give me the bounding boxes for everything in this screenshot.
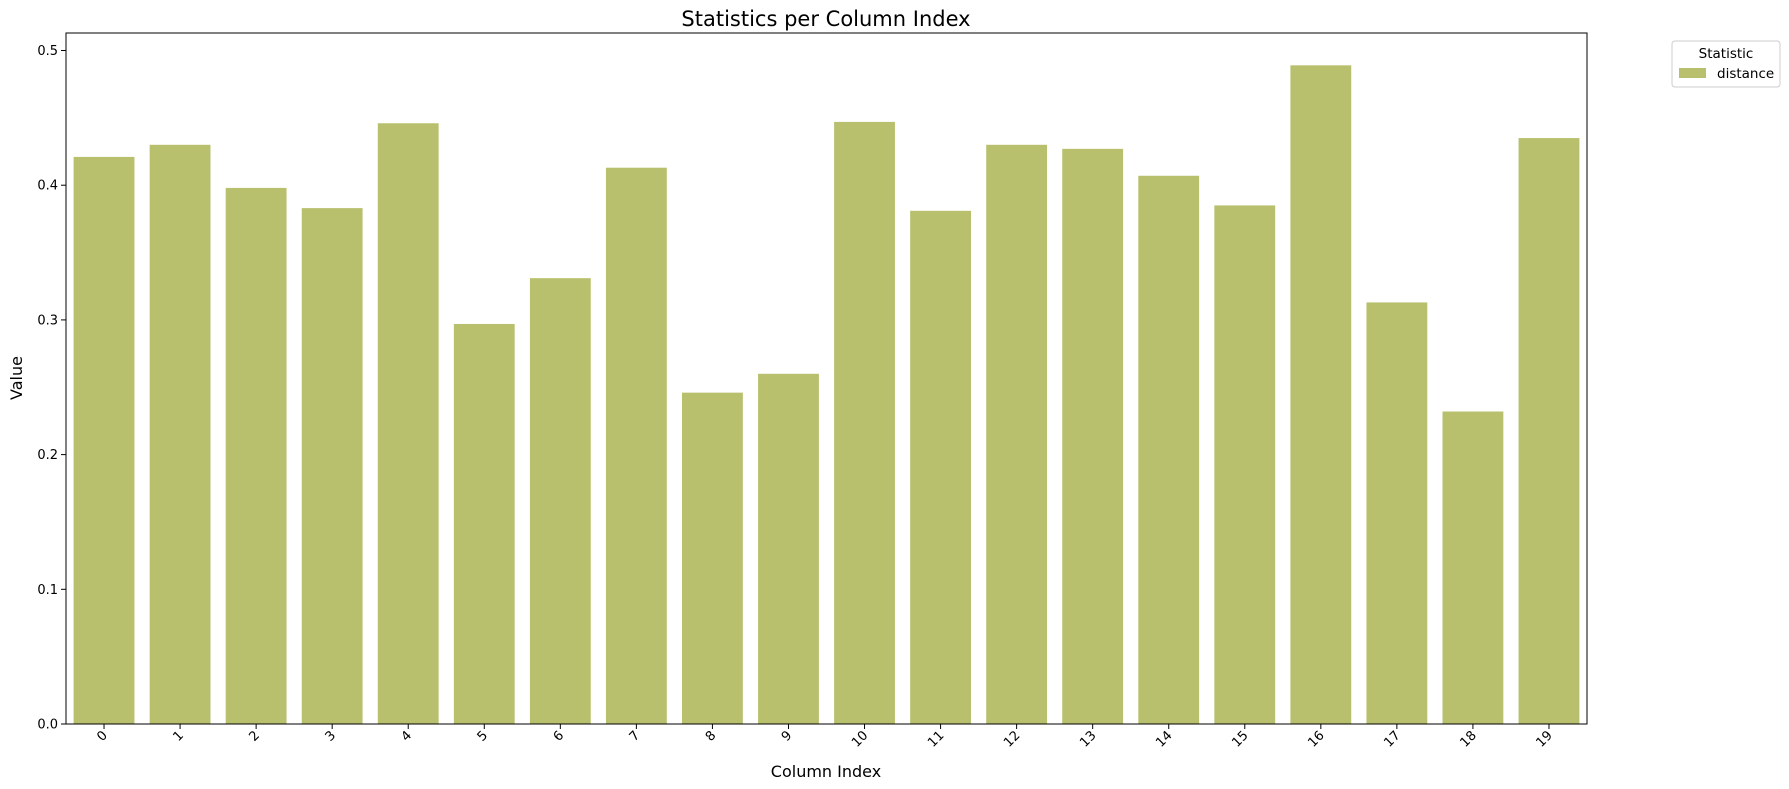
x-tick-label: 0 — [94, 728, 110, 744]
bar-14 — [1138, 175, 1200, 724]
x-tick-label: 19 — [1533, 728, 1555, 750]
bar-17 — [1366, 302, 1428, 724]
legend-label-distance: distance — [1717, 66, 1774, 82]
y-tick-label: 0.5 — [37, 44, 58, 59]
x-tick-label: 14 — [1153, 728, 1175, 750]
bar-18 — [1442, 411, 1504, 724]
x-tick-label: 4 — [399, 728, 415, 744]
bar-16 — [1290, 65, 1352, 724]
bar-6 — [529, 278, 591, 724]
chart-title: Statistics per Column Index — [681, 7, 970, 31]
bar-13 — [1062, 148, 1124, 725]
x-tick-label: 10 — [849, 728, 871, 750]
bars-layer — [73, 65, 1580, 725]
legend-swatch — [1679, 68, 1706, 78]
bar-2 — [225, 187, 287, 724]
x-axis: 0 1 2 3 4 5 6 7 8 9 10 11 12 13 14 15 16 17 18 19 — [94, 724, 1556, 751]
y-axis: 0.0 0.1 0.2 0.3 0.4 0.5 — [37, 44, 66, 733]
bar-3 — [301, 208, 363, 725]
x-tick-label: 13 — [1077, 728, 1099, 750]
y-axis-title: Value — [7, 356, 26, 400]
y-tick-label: 0.4 — [37, 179, 58, 194]
y-tick-label: 0.0 — [37, 718, 58, 733]
bar-8 — [682, 392, 743, 724]
x-tick-label: 8 — [703, 728, 719, 744]
bar-11 — [910, 210, 971, 725]
legend-title: Statistic — [1699, 46, 1754, 62]
x-tick-label: 7 — [627, 728, 643, 744]
bar-0 — [73, 156, 135, 725]
x-tick-label: 11 — [925, 728, 947, 750]
bar-15 — [1214, 205, 1276, 724]
x-tick-label: 16 — [1305, 728, 1327, 750]
y-tick-label: 0.3 — [37, 313, 58, 328]
plot-frame — [65, 32, 1588, 725]
bar-4 — [377, 123, 439, 724]
x-tick-label: 2 — [246, 728, 262, 744]
x-tick-label: 9 — [779, 728, 795, 744]
x-tick-label: 12 — [1001, 728, 1023, 750]
x-tick-label: 17 — [1381, 728, 1403, 750]
bar-10 — [834, 121, 895, 724]
bar-5 — [453, 323, 515, 724]
y-tick-label: 0.2 — [37, 448, 58, 463]
bar-19 — [1518, 138, 1580, 724]
bar-7 — [605, 167, 667, 724]
x-tick-label: 6 — [551, 728, 567, 744]
x-tick-label: 3 — [323, 728, 339, 744]
y-tick-label: 0.1 — [37, 583, 58, 598]
x-tick-label: 1 — [170, 728, 186, 744]
x-tick-label: 18 — [1457, 728, 1479, 750]
x-axis-title: Column Index — [771, 762, 881, 781]
bar-12 — [986, 144, 1048, 725]
bar-9 — [758, 373, 819, 724]
bar-1 — [149, 144, 211, 725]
x-tick-label: 15 — [1229, 728, 1251, 750]
legend: Statistic distance — [1671, 40, 1781, 88]
x-tick-label: 5 — [475, 728, 491, 744]
